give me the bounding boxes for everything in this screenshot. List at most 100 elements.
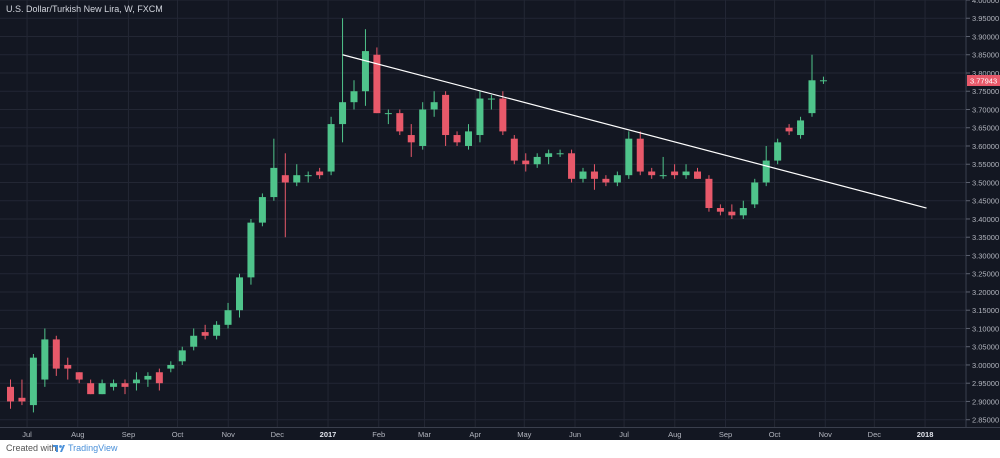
candle-body: [568, 153, 576, 179]
y-tick-label: 3.00000: [972, 361, 999, 370]
candle-body: [556, 153, 564, 155]
x-tick-label: Jul: [619, 430, 629, 439]
candle-body: [762, 160, 770, 183]
current-price-badge: 3.77943: [967, 74, 1000, 86]
y-tick-label: 2.95000: [972, 379, 999, 388]
candle-body: [487, 98, 495, 100]
y-tick-label: 3.30000: [972, 251, 999, 260]
candle-body: [797, 120, 805, 136]
candle-body: [350, 91, 358, 103]
candle-body: [87, 383, 95, 395]
footer: Created with TradingView: [0, 440, 1000, 458]
x-tick-label: Oct: [769, 430, 782, 439]
x-tick-label: Dec: [271, 430, 285, 439]
y-tick-label: 3.70000: [972, 105, 999, 114]
candle-body: [602, 178, 610, 183]
x-tick-label: Dec: [868, 430, 882, 439]
candle-body: [430, 102, 438, 110]
candle-body: [316, 171, 324, 176]
candle-body: [64, 364, 72, 369]
candle-body: [258, 197, 266, 223]
current-price-badge-bg: [967, 74, 1000, 86]
candle-body: [819, 80, 827, 82]
x-tick-label: 2017: [320, 430, 337, 439]
candle-body: [659, 175, 667, 177]
candle-body: [694, 171, 701, 179]
x-tick-label: Jul: [22, 430, 32, 439]
candle-body: [7, 386, 14, 402]
candle-body: [247, 222, 255, 278]
candle-body: [144, 375, 152, 380]
y-axis: 2.85000 2.90000 2.95000 3.00000 3.05000 3.100…: [966, 0, 999, 425]
candle-body: [327, 124, 335, 172]
y-tick-label: 3.65000: [972, 124, 999, 133]
y-tick-label: 2.90000: [972, 397, 999, 406]
tradingview-link[interactable]: TradingView: [68, 443, 118, 453]
x-tick-label: Feb: [372, 430, 385, 439]
candle-body: [373, 54, 381, 114]
plot-background: [0, 0, 1000, 440]
candle-body: [613, 175, 621, 183]
candle-body: [213, 324, 221, 336]
candle-body: [808, 80, 816, 114]
candle-body: [453, 135, 461, 143]
candle-body: [407, 135, 415, 143]
y-tick-label: 3.40000: [972, 215, 999, 224]
candlestick-chart[interactable]: U.S. Dollar/Turkish New Lira, W, FXCM 2.…: [0, 0, 1000, 440]
x-tick-label: Mar: [418, 430, 431, 439]
x-tick-label: Jun: [569, 430, 581, 439]
candle-body: [155, 372, 163, 384]
y-tick-label: 3.80000: [972, 69, 999, 78]
x-tick-label: Sep: [122, 430, 135, 439]
candle-body: [728, 211, 736, 216]
candle-body: [648, 171, 656, 176]
y-tick-label: 3.60000: [972, 142, 999, 151]
x-tick-label: May: [517, 430, 531, 439]
candle-body: [52, 339, 60, 369]
candle-body: [751, 182, 759, 205]
candle-body: [785, 127, 793, 132]
y-tick-label: 3.35000: [972, 233, 999, 242]
candle-body: [705, 178, 713, 209]
candle-body: [442, 94, 450, 136]
y-tick-label: 3.20000: [972, 288, 999, 297]
candle-body: [293, 175, 301, 183]
x-tick-label: Nov: [222, 430, 236, 439]
y-tick-label: 3.45000: [972, 197, 999, 206]
trendline: [342, 54, 927, 209]
y-tick-label: 3.90000: [972, 32, 999, 41]
candle-body: [339, 102, 347, 125]
candle-body: [384, 113, 392, 115]
candle-body: [18, 397, 26, 402]
candle-body: [41, 339, 49, 380]
candle-body: [510, 138, 518, 161]
x-tick-label: Aug: [71, 430, 84, 439]
candle-body: [281, 175, 289, 183]
y-tick-label: 3.95000: [972, 14, 999, 23]
x-tick-label: Apr: [469, 430, 481, 439]
x-tick-label: Oct: [172, 430, 185, 439]
candle-body: [545, 153, 553, 157]
y-tick-label: 3.75000: [972, 87, 999, 96]
candle-body: [533, 156, 541, 165]
candle-body: [201, 332, 209, 336]
candle-body: [774, 142, 782, 161]
candle-body: [270, 167, 278, 198]
y-tick-label: 3.85000: [972, 51, 999, 60]
y-tick-label: 2.85000: [972, 416, 999, 425]
candle-body: [190, 335, 198, 347]
candle-body: [29, 357, 37, 406]
candle-body: [476, 98, 484, 136]
candle-body: [178, 350, 186, 362]
chart-title: U.S. Dollar/Turkish New Lira, W, FXCM: [6, 4, 163, 14]
candle-body: [590, 171, 598, 179]
candle-body: [224, 310, 232, 325]
candle-body: [75, 372, 83, 380]
x-axis: Jul Aug Sep Oct Nov Dec 2017 Feb Mar Apr May Jun Jul…: [22, 430, 933, 439]
candle-body: [304, 175, 312, 177]
y-tick-label: 3.10000: [972, 324, 999, 333]
y-tick-label: 3.05000: [972, 343, 999, 352]
x-tick-label: Sep: [719, 430, 732, 439]
y-tick-label: 3.25000: [972, 270, 999, 279]
candle-body: [110, 383, 118, 387]
